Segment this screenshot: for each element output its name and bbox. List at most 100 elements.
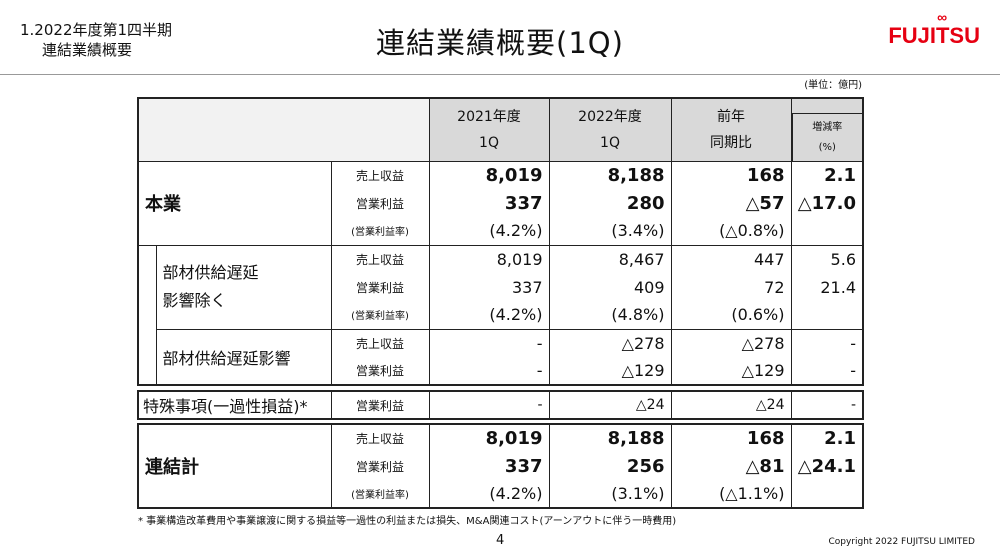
cell: 337 [428,452,550,480]
cell: △24 [670,391,792,419]
cell: - [790,391,864,419]
row-label-core: 本業 [137,160,332,246]
cell: 2.1 [790,424,864,452]
table-row: 営業利益 - △129 △129 - [138,357,864,385]
item-label: 売上収益 [330,424,430,452]
row-label-impact: 部材供給遅延影響 [155,328,332,385]
cell [790,217,864,246]
cell: - [790,328,864,357]
section-number: 1.2022年度第1四半期 [20,21,173,39]
cell: 337 [428,189,550,217]
item-label: (営業利益率) [330,217,430,246]
item-label: 売上収益 [330,160,430,189]
cell: 168 [670,424,792,452]
cell: 8,019 [428,244,550,273]
row-label-special: 特殊事項(一過性損益)* [137,391,332,419]
header-text: 前年 [717,108,745,125]
cell: (3.1%) [548,480,672,508]
cell: (4.8%) [548,301,672,330]
header-text: 1Q [479,134,499,151]
table-row: 部材供給遅延 影響除く 売上収益 8,019 8,467 447 5.6 [137,244,864,385]
infinity-icon: ∞ [937,9,948,25]
label-line: 影響除く [162,291,227,310]
header-2021: 2021年度 1Q [428,98,550,162]
section-heading: 1.2022年度第1四半期 連結業績概要 [20,20,172,60]
footnote: * 事業構造改革費用や事業譲渡に関する損益等一過性の利益または損失、M&A関連コ… [138,516,677,527]
table-row: 部材供給遅延影響 売上収益 - △278 △278 - [138,328,864,385]
cell: - [790,357,864,385]
cell: 21.4 [790,273,864,301]
header-divider [0,74,1000,75]
header-blank [137,98,430,162]
cell: △278 [670,328,792,357]
results-table-main: 2021年度 1Q 2022年度 1Q 前年同期比 増減率 (%) 本業 売上収益 8… [137,97,864,386]
table-row: 営業利益 337 409 72 21.4 [138,273,864,301]
cell: (4.2%) [428,301,550,330]
cell: 337 [428,273,550,301]
cell: 72 [670,273,792,301]
cell: 8,188 [548,160,672,189]
cell: (3.4%) [548,217,672,246]
cell: (△1.1%) [670,480,792,508]
table-row: (営業利益率) (4.2%) (3.4%) (△0.8%) [138,217,864,246]
cell: 2.1 [790,160,864,189]
indent-spacer [137,245,157,385]
row-label-excluding-impact: 部材供給遅延 影響除く [155,244,332,330]
cell: △24.1 [790,452,864,480]
section-subtitle: 連結業績概要 [42,41,133,59]
header-rate: 増減率 (%) [790,98,864,162]
header-2022: 2022年度 1Q [548,98,672,162]
cell: (0.6%) [670,301,792,330]
cell: - [428,328,550,357]
table-row: 連結計 売上収益 8,019 8,188 168 2.1 [137,424,864,508]
header-text: 2021年度 [457,108,521,125]
header-yoy: 前年 同期比 [670,98,792,162]
cell [790,301,864,330]
cell: 8,019 [428,160,550,189]
cell: (△0.8%) [670,217,792,246]
cell: 168 [670,160,792,189]
header-text: (%) [818,141,836,153]
label-line: 部材供給遅延 [162,263,259,282]
cell: △57 [670,189,792,217]
cell: (4.2%) [428,480,550,508]
cell: △129 [670,357,792,385]
cell: △17.0 [790,189,864,217]
item-label: 売上収益 [330,328,430,357]
item-label: 営業利益 [330,452,430,480]
cell: (4.2%) [428,217,550,246]
cell: - [428,357,550,385]
cell: △81 [670,452,792,480]
item-label: 売上収益 [330,244,430,273]
cell: 256 [548,452,672,480]
fujitsu-logo: ∞ FUJITSU [888,10,980,48]
cell: 8,467 [548,244,672,273]
cell: 280 [548,189,672,217]
item-label: (営業利益率) [330,301,430,330]
table-row: 営業利益 337 256 △81 △24.1 [138,452,864,480]
cell: △129 [548,357,672,385]
cell: 8,019 [428,424,550,452]
logo-text: FUJITSU [888,23,980,48]
cell: 5.6 [790,244,864,273]
item-label: 営業利益 [330,357,430,385]
unit-label: (単位：億円) [804,80,862,91]
cell: 447 [670,244,792,273]
item-label: 営業利益 [330,391,430,419]
table-row: 本業 売上収益 8,019 8,188 168 2.1 [137,160,864,246]
page-number: 4 [496,533,505,548]
table-row: (営業利益率) (4.2%) (3.1%) (△1.1%) [138,480,864,508]
item-label: 営業利益 [330,273,430,301]
header-text: 2022年度 [578,108,642,125]
header-text: 増減率 [812,121,843,133]
cell: △24 [548,391,672,419]
table-row: 営業利益 337 280 △57 △17.0 [138,189,864,217]
rate-header-box: 増減率 (%) [791,112,862,161]
header-text: 同期比 [710,134,752,151]
header-text: 1Q [600,134,620,151]
cell: - [428,391,550,419]
item-label: 営業利益 [330,189,430,217]
results-table-total: 連結計 売上収益 8,019 8,188 168 2.1 営業利益 337 25… [137,423,864,509]
cell [790,480,864,508]
page-title: 連結業績概要(1Q) [376,26,624,60]
